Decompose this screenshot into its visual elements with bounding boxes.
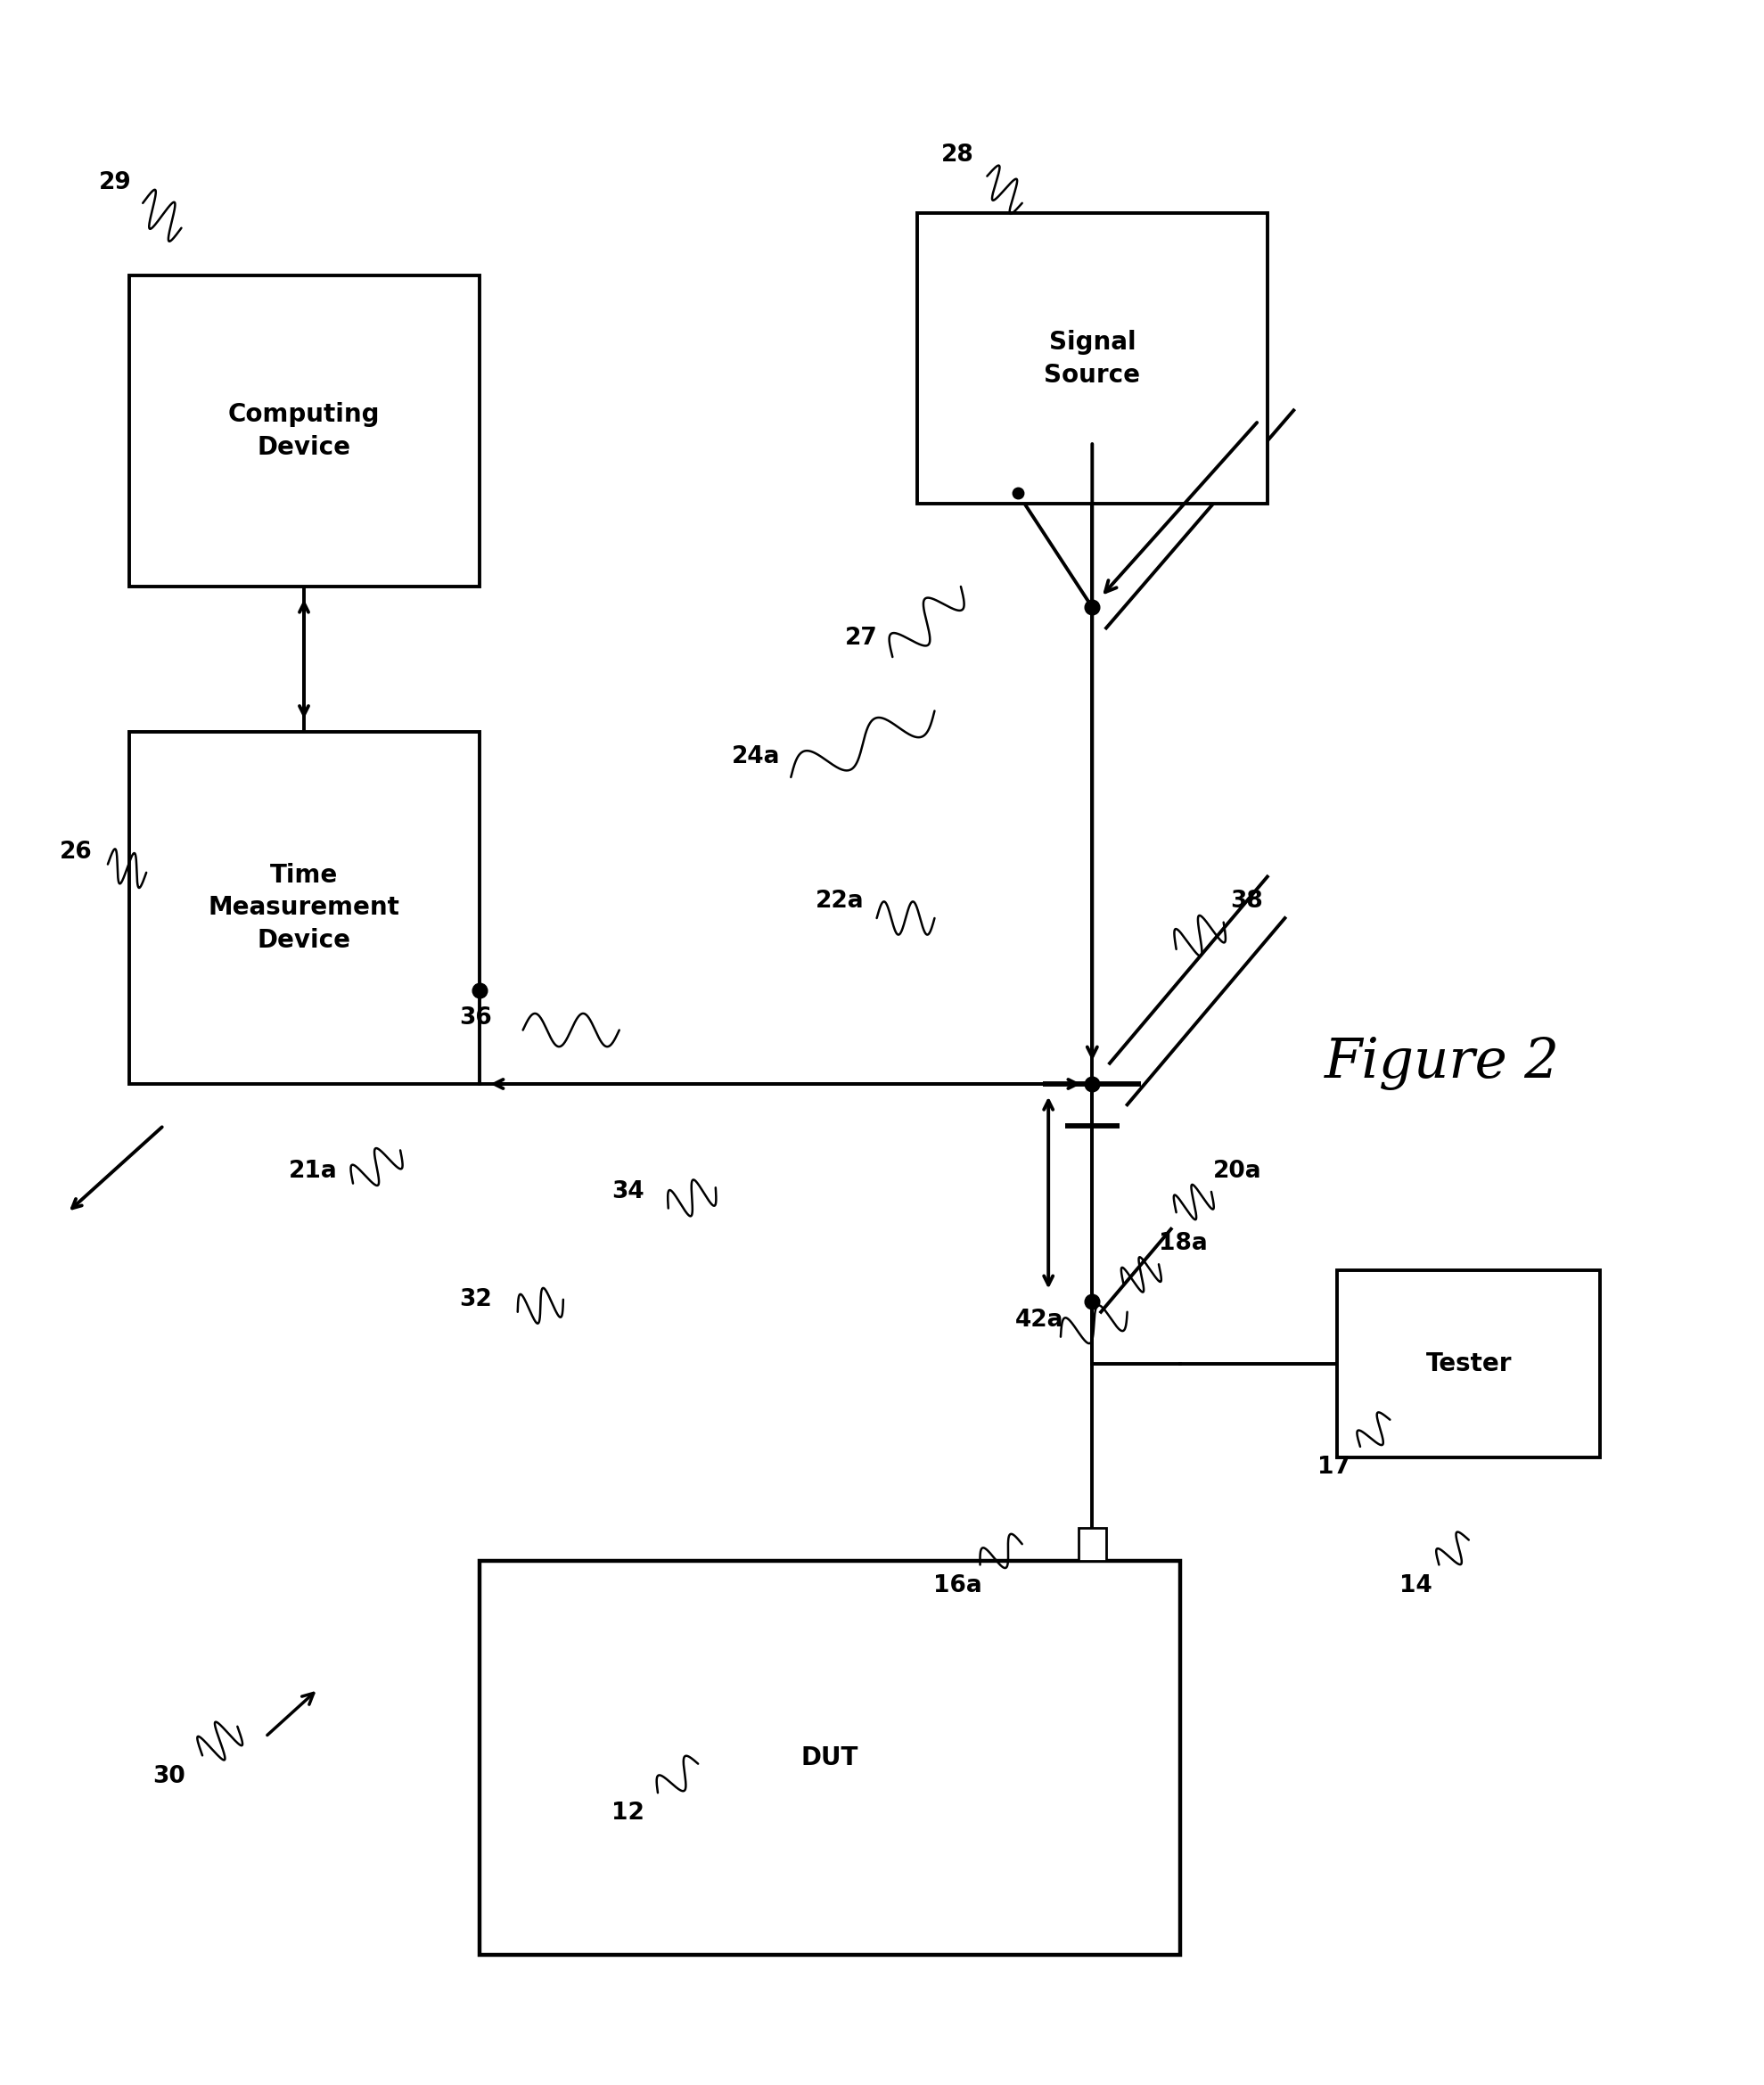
Text: 21a: 21a — [288, 1159, 337, 1182]
Text: 42a: 42a — [1016, 1309, 1064, 1332]
Bar — [1078, 1528, 1106, 1562]
Text: 14: 14 — [1401, 1574, 1432, 1597]
Text: 36: 36 — [459, 1007, 492, 1030]
Text: Signal
Source: Signal Source — [1044, 329, 1140, 388]
Bar — [1337, 1270, 1600, 1457]
Bar — [917, 213, 1267, 505]
Text: 18a: 18a — [1159, 1232, 1208, 1255]
Text: 20a: 20a — [1214, 1159, 1261, 1182]
Text: 28: 28 — [940, 144, 974, 167]
Text: 30: 30 — [153, 1764, 185, 1787]
Text: 38: 38 — [1230, 890, 1263, 913]
Bar — [480, 1562, 1180, 1954]
Bar — [129, 275, 480, 586]
Text: Figure 2: Figure 2 — [1325, 1036, 1559, 1090]
Text: 27: 27 — [845, 628, 877, 651]
Text: Tester: Tester — [1425, 1351, 1512, 1376]
Text: Computing
Device: Computing Device — [228, 402, 379, 461]
Text: 16a: 16a — [933, 1574, 983, 1597]
Text: 34: 34 — [612, 1180, 644, 1203]
Text: 12: 12 — [612, 1801, 644, 1824]
Text: 17: 17 — [1318, 1455, 1351, 1478]
Text: 32: 32 — [459, 1289, 492, 1311]
Text: Time
Measurement
Device: Time Measurement Device — [208, 863, 400, 953]
Text: 26: 26 — [60, 840, 93, 863]
Text: 24a: 24a — [732, 744, 780, 767]
Bar — [129, 732, 480, 1084]
Text: 29: 29 — [99, 171, 131, 194]
Text: DUT: DUT — [801, 1745, 857, 1770]
Text: 22a: 22a — [815, 890, 864, 913]
